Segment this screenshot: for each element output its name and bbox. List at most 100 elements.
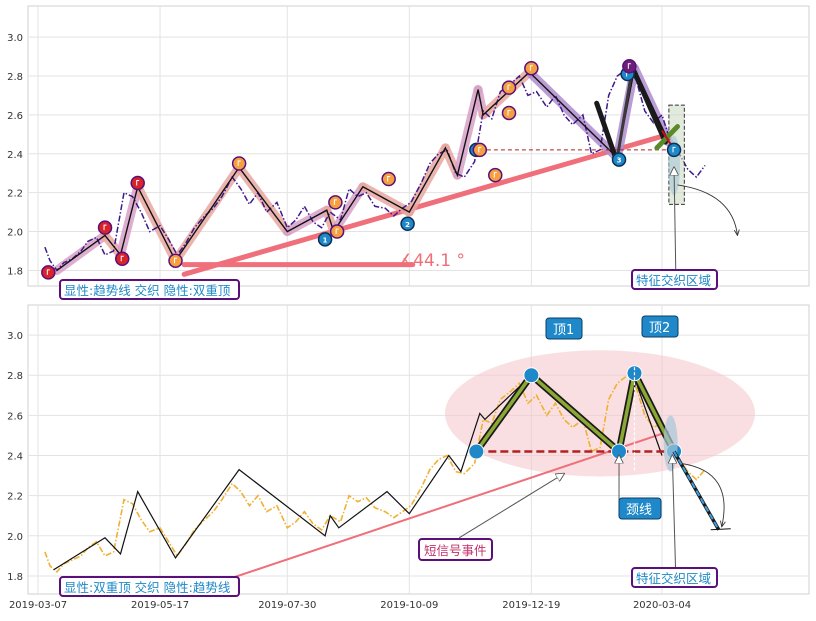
pivot-glyph [174,257,178,264]
y-tick-label: 2.2 [7,189,23,200]
top-price-series [44,67,706,272]
y-tick-label: 2.0 [7,532,23,543]
neckline-label: 颈线 [626,503,652,518]
signal-label: 短信号事件 [424,543,487,558]
x-tick-label: 2020-03-04 [633,600,691,611]
pivot-glyph [333,199,337,205]
pivot-glyph [493,172,497,178]
pivot-glyph [387,176,391,182]
price-line [44,67,706,272]
pattern-leg [594,100,619,161]
x-tick-label: 2019-12-19 [502,600,560,611]
x-tick-label: 2019-03-07 [9,600,67,611]
pivot-glyph [529,65,533,71]
top-legend-label: 显性:趋势线 交织 隐性:双重顶 [64,283,231,298]
pivot-glyph [672,146,676,153]
pattern-leg [631,69,668,145]
target-tick [710,528,731,531]
pivot-marker: 1 [317,232,333,247]
bottom-trendline [183,430,670,595]
pivot-dot [400,216,415,232]
top-y-tick-labels: 1.8 2.0 2.2 2.4 2.6 2.8 3.0 [7,33,23,277]
pattern-point [523,367,540,384]
pivot-dot [622,59,637,74]
neckline-label-box: 颈线 [618,497,662,520]
pivot-dot [472,142,488,158]
pivot-dot [317,232,333,247]
pivot-dot [501,105,517,121]
pivot-glyph [507,84,511,91]
top-region-label: 特征交织区域 [636,273,711,288]
pivot-glyph [120,255,124,262]
pivot-marker [501,80,517,95]
region-arrow [674,167,676,271]
top-panel: 1.8 2.0 2.2 2.4 2.6 2.8 3.0 1 2 3 ∡44.1 ° 显性:趋势线… [7,5,810,300]
pivot-marker [231,156,247,171]
y-tick-label: 2.4 [7,150,23,161]
y-tick-label: 2.6 [7,411,23,422]
pivot-dot [41,265,56,280]
pivot-dot [328,195,343,210]
pivot-marker [329,224,345,239]
y-tick-label: 1.8 [7,266,23,277]
x-tick-label: 2019-07-30 [258,600,316,611]
peak1-label-box: 顶1 [545,317,583,340]
pivot-glyph [136,179,140,186]
pivot-glyph [478,146,482,153]
pivot-glyph [507,109,511,116]
pivot-glyph [627,63,631,69]
bottom-region-box: 特征交织区域 [631,567,718,588]
pivot-dot [329,224,345,239]
signal-label-box: 短信号事件 [418,538,493,561]
angle-label: ∡44.1 ° [398,251,465,271]
bottom-x-tick-labels: 2019-03-07 2019-05-17 2019-07-30 2019-10-09… [9,600,691,611]
y-tick-label: 2.4 [7,452,23,463]
x-tick-label: 2019-10-09 [380,600,438,611]
pivot-glyph [46,269,50,275]
pivot-marker [381,171,396,187]
y-tick-label: 2.8 [7,72,23,83]
bottom-legend-box: 显性:双重顶 交织 隐性:趋势线 [59,576,240,597]
pivot-marker [97,220,113,235]
y-tick-label: 3.0 [7,33,23,44]
y-tick-label: 1.8 [7,572,23,583]
pivot-marker [488,167,503,183]
signal-arrow [458,474,564,539]
region-arrow [672,456,675,576]
pivot-marker: 2 [400,216,415,232]
y-tick-label: 2.8 [7,371,23,382]
pivot-dot [666,142,682,158]
red-arrow [661,129,672,145]
pivot-marker [472,142,488,158]
curved-arrow [677,184,737,236]
pivot-marker [130,175,145,191]
pivot-marker [328,195,343,210]
pivot-glyph [237,160,241,166]
pivot-dot [231,156,247,171]
pivot-dot [168,253,183,268]
y-tick-label: 2.0 [7,228,23,239]
pattern-leg [615,74,633,160]
pivot-marker: 3 [611,152,627,167]
pivot-dot [130,175,145,191]
price-line [44,374,706,574]
pivot-marker [666,142,682,158]
bottom-y-tick-labels: 1.8 2.0 2.2 2.4 2.6 2.8 3.0 [7,331,23,583]
pivot-marker [501,105,517,121]
pivot-dot [524,60,539,76]
pivot-number: 2 [405,221,410,229]
pivot-dot [501,80,517,95]
pivot-number: 1 [323,236,328,244]
pivot-glyph [103,224,107,231]
top-markers: 1 2 3 [41,59,682,280]
pivot-glyph [335,228,339,235]
peak2-label-box: 顶2 [641,315,679,338]
peak1-label: 顶1 [553,323,574,338]
bottom-price-series [44,374,706,574]
bottom-panel: 1.8 2.0 2.2 2.4 2.6 2.8 3.0 2019-03-07 2019-05-… [7,304,810,611]
trendline [181,131,672,277]
x-tick-label: 2019-05-17 [131,600,189,611]
pivot-dot [114,251,130,267]
